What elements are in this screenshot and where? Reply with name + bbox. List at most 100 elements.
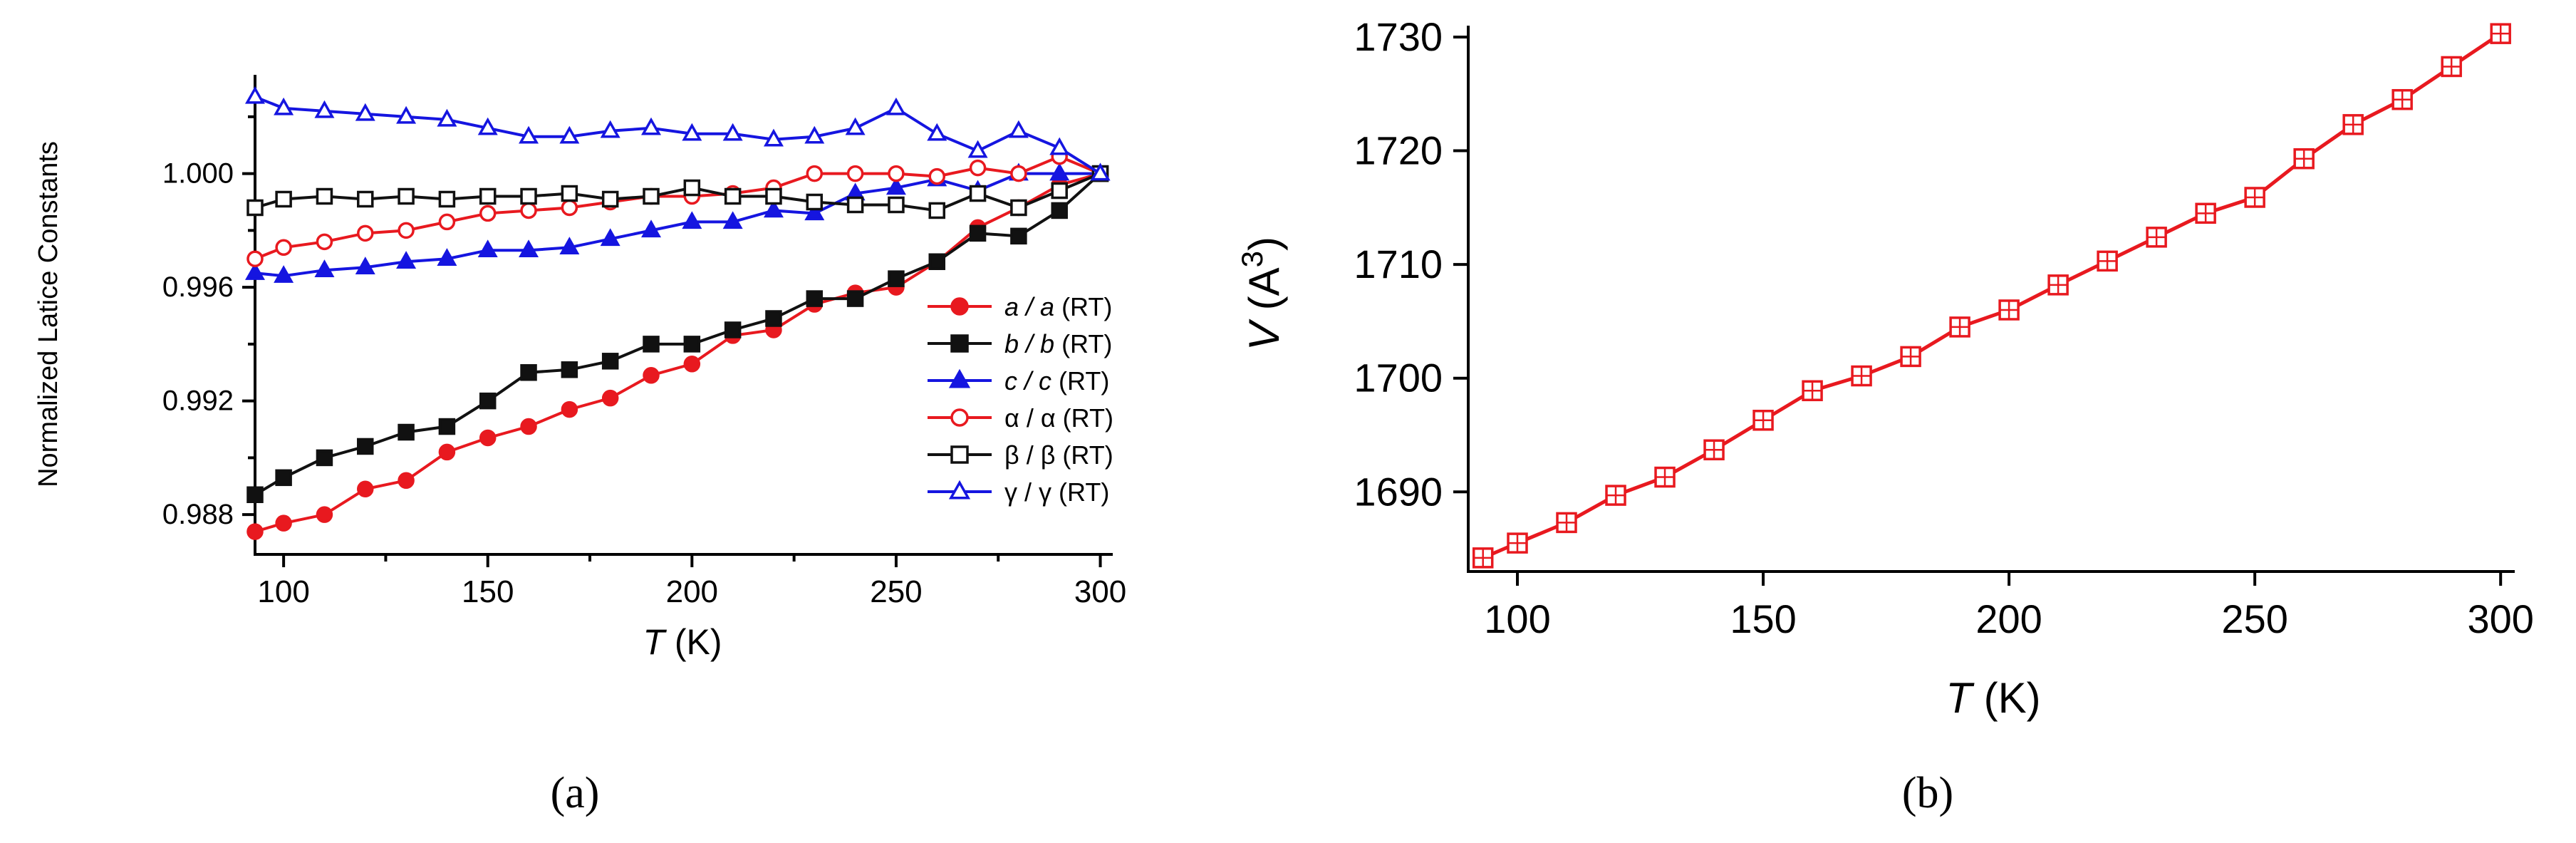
chart-a-legend-marker-a	[950, 297, 969, 316]
chart-b-y-axis-label-symbol: V	[1240, 319, 1288, 351]
chart-b-x-tick-label: 300	[2467, 596, 2533, 641]
chart-b-point-V	[1802, 380, 1823, 402]
chart-a-point-c	[722, 211, 743, 229]
chart-a-point-c	[396, 251, 417, 269]
chart-b-y-tick-label: 1710	[1354, 242, 1443, 286]
chart-a-point-beta	[561, 185, 578, 202]
chart-a-legend-label-c: c / c (RT)	[1004, 366, 1109, 395]
chart-a-legend-label-alpha: α / α (RT)	[1004, 403, 1113, 433]
chart-a-point-gamma	[274, 97, 294, 115]
chart-a-point-alpha	[398, 222, 415, 239]
chart-a-point-gamma	[600, 120, 620, 138]
chart-a-point-a	[643, 367, 660, 384]
chart-a-point-beta	[1010, 199, 1027, 217]
chart-a-gridless-frame	[254, 75, 1113, 556]
chart-b-y-tick-label: 1700	[1354, 356, 1443, 400]
chart-b-line-V	[1482, 32, 2502, 560]
chart-a-point-c	[437, 248, 457, 266]
chart-a-point-a	[246, 523, 264, 540]
chart-a-point-gamma	[477, 117, 498, 135]
chart-a-x-tick-label: 300	[1074, 574, 1126, 609]
chart-a-x-ticks: 100 150 200 250 300	[257, 554, 1126, 609]
chart-b-x-axis-label: T (K)	[1946, 674, 2040, 722]
chart-a-point-c	[763, 200, 784, 218]
chart-b-x-axis-label-symbol: T	[1946, 674, 1975, 722]
chart-a-point-alpha	[357, 224, 374, 242]
chart-b-point-V	[1472, 547, 1494, 569]
chart-b-x-tick-label: 200	[1975, 596, 2042, 641]
chart-a-legend-marker-b	[950, 334, 969, 353]
chart-a-point-c	[682, 211, 702, 229]
chart-a-point-beta	[357, 190, 374, 208]
chart-a-point-beta	[520, 187, 537, 205]
chart-b-x-tick-label: 250	[2221, 596, 2287, 641]
chart-a-x-tick-label: 100	[257, 574, 309, 609]
chart-a-point-a	[438, 443, 456, 461]
chart-a-series-b	[246, 165, 1109, 504]
chart-a: 0.988 0.992 0.996 1.000 100 150 200 250 300 Nor…	[33, 75, 1126, 662]
chart-b-point-V	[2146, 227, 2167, 248]
chart-a-point-gamma	[886, 97, 906, 115]
chart-a-point-beta	[928, 202, 946, 219]
chart-a-point-gamma	[804, 125, 825, 144]
chart-a-point-gamma	[641, 117, 662, 135]
chart-a-line-beta	[254, 172, 1101, 212]
chart-a-point-c	[886, 177, 906, 195]
chart-a-point-b	[969, 224, 987, 242]
chart-b-point-V	[2097, 250, 2118, 272]
chart-a-point-b	[479, 392, 497, 410]
chart-a-line-alpha	[254, 155, 1101, 261]
chart-a-point-beta	[479, 187, 497, 205]
chart-a-point-beta	[275, 190, 292, 208]
chart-a-legend-marker-beta	[950, 445, 969, 464]
chart-a-legend-item-beta: β / β (RT)	[928, 440, 1113, 470]
chart-b-x-axis-label-unit: (K)	[1972, 674, 2041, 722]
chart-a-point-gamma	[314, 100, 335, 118]
chart-a-point-alpha	[246, 250, 264, 267]
chart-a-point-c	[355, 257, 375, 274]
chart-b-y-axis-label-unit: (A	[1240, 267, 1288, 322]
chart-a-point-a	[561, 400, 578, 418]
chart-a-point-a	[479, 429, 497, 447]
chart-a-point-b	[520, 364, 537, 381]
chart-a-line-gamma	[254, 95, 1101, 175]
chart-b: 1690 1700 1710 1720 1730 100 150 200 250 300 V (…	[1235, 14, 2534, 722]
chart-a-legend-label-gamma: γ / γ (RT)	[1004, 477, 1109, 507]
chart-a-point-gamma	[927, 123, 947, 141]
chart-a-y-tick-label: 0.992	[162, 386, 234, 417]
chart-a-series-beta	[246, 165, 1109, 219]
chart-a-point-c	[559, 237, 580, 255]
chart-a-point-a	[683, 356, 701, 373]
chart-b-point-V	[1998, 299, 2020, 321]
chart-b-point-V	[1556, 512, 1577, 534]
chart-a-legend-marker-alpha	[950, 408, 969, 427]
chart-a-point-a	[398, 472, 415, 490]
chart-a-point-b	[683, 336, 701, 353]
chart-a-x-axis-label-symbol: T	[643, 622, 667, 662]
chart-b-point-V	[1703, 439, 1725, 460]
chart-a-point-beta	[724, 187, 742, 205]
chart-a-point-b	[601, 353, 619, 370]
chart-a-point-gamma	[1090, 162, 1111, 181]
chart-a-point-gamma	[682, 123, 702, 141]
chart-a-point-beta	[601, 190, 619, 208]
chart-a-point-beta	[969, 185, 987, 202]
chart-a-point-beta	[683, 179, 701, 197]
chart-b-point-V	[1949, 316, 1970, 338]
chart-a-point-c	[314, 259, 335, 277]
chart-a-point-alpha	[316, 233, 333, 251]
chart-a-series-gamma	[245, 86, 1111, 181]
chart-a-point-alpha	[928, 167, 946, 185]
chart-a-point-gamma	[763, 128, 784, 147]
chart-b-point-V	[1654, 466, 1676, 488]
chart-b-y-ticks: 1690 1700 1710 1720 1730	[1354, 14, 1468, 514]
chart-a-point-alpha	[969, 159, 987, 177]
chart-a-y-ticks: 0.988 0.992 0.996 1.000	[162, 115, 255, 530]
chart-a-point-alpha	[479, 205, 497, 222]
chart-a-point-c	[245, 262, 265, 280]
chart-b-point-V	[2391, 88, 2413, 110]
chart-b-y-axis-label-exponent: 3	[1235, 251, 1269, 267]
chart-b-point-V	[1507, 532, 1528, 554]
chart-a-point-gamma	[559, 125, 580, 144]
chart-a-point-b	[724, 321, 742, 338]
